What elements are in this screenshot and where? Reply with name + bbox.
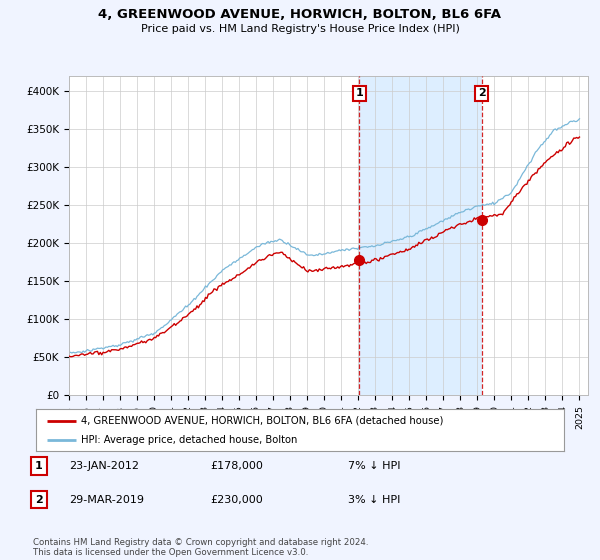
Text: 29-MAR-2019: 29-MAR-2019 [69,494,144,505]
Text: £230,000: £230,000 [210,494,263,505]
Text: 1: 1 [35,461,43,471]
Text: Price paid vs. HM Land Registry's House Price Index (HPI): Price paid vs. HM Land Registry's House … [140,24,460,34]
Text: 4, GREENWOOD AVENUE, HORWICH, BOLTON, BL6 6FA (detached house): 4, GREENWOOD AVENUE, HORWICH, BOLTON, BL… [81,416,443,426]
Text: £178,000: £178,000 [210,461,263,471]
Text: HPI: Average price, detached house, Bolton: HPI: Average price, detached house, Bolt… [81,435,297,445]
Text: Contains HM Land Registry data © Crown copyright and database right 2024.
This d: Contains HM Land Registry data © Crown c… [33,538,368,557]
Text: 4, GREENWOOD AVENUE, HORWICH, BOLTON, BL6 6FA: 4, GREENWOOD AVENUE, HORWICH, BOLTON, BL… [98,8,502,21]
Text: 2: 2 [35,494,43,505]
Text: 2: 2 [478,88,485,99]
Bar [359,76,482,395]
Text: 23-JAN-2012: 23-JAN-2012 [69,461,139,471]
Text: 1: 1 [355,88,363,99]
Text: 7% ↓ HPI: 7% ↓ HPI [348,461,401,471]
Text: 3% ↓ HPI: 3% ↓ HPI [348,494,400,505]
